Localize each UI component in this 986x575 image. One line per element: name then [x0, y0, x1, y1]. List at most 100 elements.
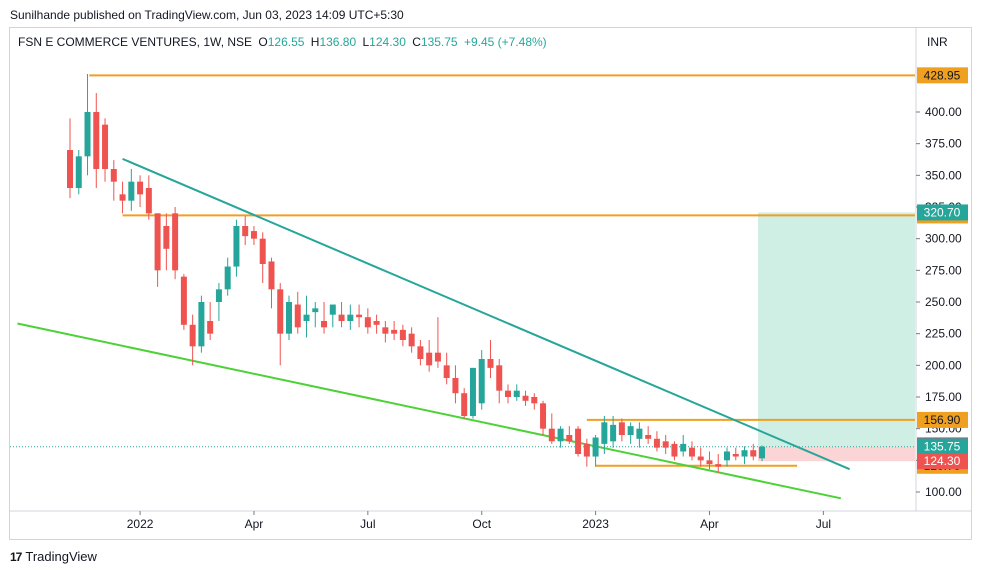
- currency-label[interactable]: INR: [927, 35, 948, 49]
- candle-body[interactable]: [583, 443, 590, 457]
- candle-body[interactable]: [329, 304, 336, 315]
- candle-body[interactable]: [382, 327, 389, 334]
- candle-body[interactable]: [548, 428, 555, 442]
- candle-body[interactable]: [575, 428, 582, 454]
- candle-body[interactable]: [373, 321, 380, 325]
- candle-body[interactable]: [180, 276, 187, 325]
- candle-body[interactable]: [513, 390, 520, 397]
- candle-body[interactable]: [408, 333, 415, 347]
- x-tick-label: 2022: [127, 517, 154, 531]
- level-badge-428.95: 428.95: [924, 68, 961, 82]
- symbol-name[interactable]: FSN E COMMERCE VENTURES, 1W, NSE: [18, 35, 253, 49]
- candle-body[interactable]: [84, 112, 91, 157]
- support-trend-line[interactable]: [17, 322, 842, 500]
- candle-body[interactable]: [102, 124, 109, 169]
- candle-body[interactable]: [321, 321, 328, 328]
- candle-body[interactable]: [207, 321, 214, 334]
- candle-body[interactable]: [627, 426, 634, 435]
- candle-body[interactable]: [566, 435, 573, 442]
- candle-body[interactable]: [128, 181, 135, 201]
- candle-body[interactable]: [522, 395, 529, 401]
- candle-body[interactable]: [478, 359, 485, 404]
- candle-body[interactable]: [224, 266, 231, 290]
- candle-body[interactable]: [198, 302, 205, 347]
- candle-body[interactable]: [154, 213, 161, 271]
- candle-body[interactable]: [268, 261, 275, 290]
- stop-zone: [758, 446, 915, 462]
- candle-body[interactable]: [242, 226, 249, 237]
- candle-body[interactable]: [338, 314, 345, 321]
- chart-frame[interactable]: [9, 27, 972, 540]
- candle-body[interactable]: [759, 446, 766, 459]
- footer: 17 TradingView: [10, 549, 97, 564]
- candle-body[interactable]: [715, 464, 722, 467]
- candle-body[interactable]: [601, 422, 608, 444]
- low-label: L: [362, 35, 370, 49]
- candle-body[interactable]: [93, 112, 100, 169]
- candle-body[interactable]: [233, 226, 240, 267]
- candle-body[interactable]: [653, 438, 660, 448]
- candle-body[interactable]: [399, 329, 406, 340]
- candle-body[interactable]: [259, 238, 266, 264]
- candle-body[interactable]: [645, 435, 652, 439]
- candle-body[interactable]: [277, 289, 284, 334]
- candle-body[interactable]: [163, 226, 170, 249]
- y-tick-label: 350.00: [925, 168, 962, 182]
- candle-body[interactable]: [215, 289, 222, 302]
- candle-body[interactable]: [610, 424, 617, 442]
- candle-body[interactable]: [496, 365, 503, 391]
- candle-body[interactable]: [391, 329, 398, 334]
- candle-body[interactable]: [636, 428, 643, 439]
- candle-body[interactable]: [286, 302, 292, 334]
- y-tick-label: 100.00: [925, 485, 962, 499]
- candle-body[interactable]: [443, 365, 450, 378]
- candle-body[interactable]: [724, 451, 730, 461]
- candle-body[interactable]: [189, 324, 196, 347]
- candle-body[interactable]: [618, 422, 625, 435]
- candle-body[interactable]: [540, 403, 547, 429]
- candle-body[interactable]: [426, 352, 433, 366]
- candle-body[interactable]: [294, 304, 301, 328]
- candle-body[interactable]: [110, 169, 117, 182]
- price-badge-last: 135.75: [924, 440, 961, 454]
- candle-body[interactable]: [145, 188, 152, 214]
- candle-body[interactable]: [67, 150, 73, 188]
- candle-body[interactable]: [732, 454, 739, 457]
- candle-body[interactable]: [531, 397, 538, 404]
- candle-body[interactable]: [680, 443, 687, 452]
- candle-body[interactable]: [250, 231, 257, 239]
- x-tick-label: Oct: [472, 517, 491, 531]
- candle-body[interactable]: [452, 378, 459, 394]
- candle-body[interactable]: [662, 441, 669, 448]
- candle-body[interactable]: [172, 213, 179, 271]
- candle-body[interactable]: [741, 450, 748, 457]
- candle-body[interactable]: [487, 359, 494, 368]
- candle-body[interactable]: [461, 393, 468, 416]
- candle-body[interactable]: [469, 367, 476, 416]
- candle-body[interactable]: [75, 156, 82, 188]
- candle-body[interactable]: [312, 308, 319, 313]
- candle-body[interactable]: [364, 317, 371, 328]
- candle-body[interactable]: [303, 314, 310, 321]
- x-tick-label: Jul: [816, 517, 831, 531]
- candle-body[interactable]: [119, 194, 126, 201]
- candle-body[interactable]: [697, 456, 704, 461]
- candle-body[interactable]: [557, 428, 564, 442]
- candle-body[interactable]: [671, 443, 678, 457]
- candle-body[interactable]: [750, 450, 757, 457]
- candle-body[interactable]: [505, 390, 511, 397]
- candle-body[interactable]: [137, 181, 144, 195]
- candle-body[interactable]: [356, 314, 363, 318]
- price-badge-target-bg: [917, 204, 968, 221]
- candle-body[interactable]: [706, 460, 713, 465]
- high-label: H: [310, 35, 320, 49]
- candle-body[interactable]: [417, 346, 424, 359]
- footer-brand[interactable]: TradingView: [25, 549, 97, 564]
- candle-body[interactable]: [347, 314, 354, 321]
- downtrend-line[interactable]: [122, 157, 851, 471]
- candle-body[interactable]: [592, 437, 599, 457]
- candle-body[interactable]: [434, 352, 441, 362]
- candle-body[interactable]: [688, 447, 695, 457]
- close-label: C: [412, 35, 421, 49]
